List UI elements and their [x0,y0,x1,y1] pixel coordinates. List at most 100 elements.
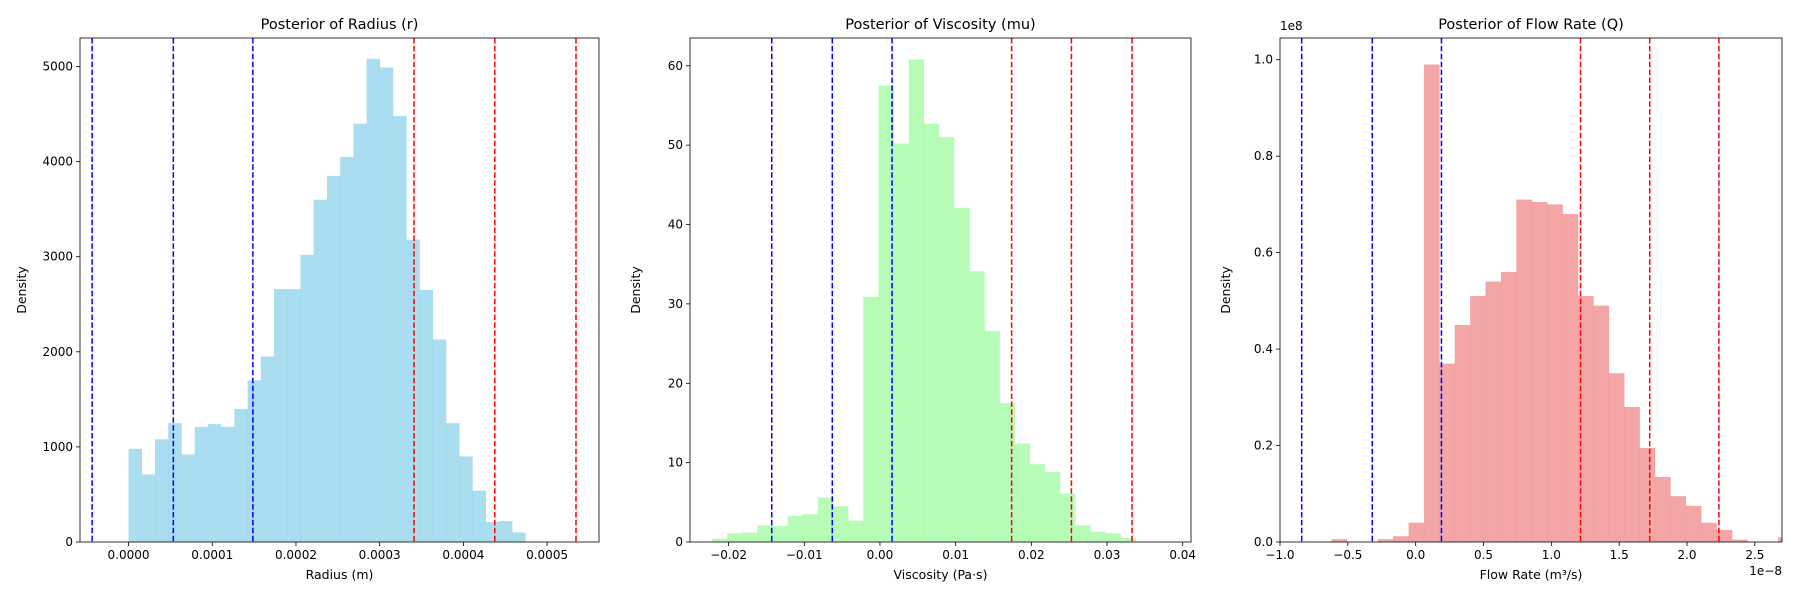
histogram-bar [742,532,758,542]
x-tick-label: 0.0 [1406,548,1425,562]
y-tick-label: 0.2 [1254,439,1273,453]
chart-panel-3: −1.0 −0.5 0.0 0.5 1.0 1.5 2.0 2.5 0.0 0.2 0.4 0.6 0.… [1218,17,1783,582]
histogram-bar [1377,539,1394,542]
y-tick-label: 0.8 [1254,149,1273,163]
x-tick-label: 1.0 [1542,548,1561,562]
histogram-bar [833,506,849,542]
histogram-bar [340,156,354,542]
x-tick-label: 0.0004 [442,548,484,562]
histogram-bar [878,85,894,542]
histogram-bar [1531,201,1548,542]
histogram-bar [1516,199,1533,542]
x-tick-label: 0.0000 [108,548,150,562]
plot-area [1300,38,1782,542]
y-offset-text: 1e8 [1280,19,1303,33]
histogram-bar [1778,537,1782,542]
histogram-bar [1331,539,1348,542]
histogram-bar [379,67,394,542]
histogram-bar [893,143,910,542]
histogram-bar [1608,373,1625,542]
histogram-bar [954,207,970,542]
chart-panel-1: 0.0000 0.0001 0.0002 0.0003 0.0004 0.0005 0 100… [14,17,600,582]
x-tick-label: 0.01 [942,548,969,562]
histogram-bar [1577,296,1594,542]
histogram-bar [406,239,420,542]
y-tick-label: 0.4 [1254,342,1273,356]
histogram-bar [234,408,248,542]
x-tick-label: 0.00 [867,548,894,562]
histogram-bar [1439,363,1456,542]
x-tick-label: −0.5 [1333,548,1362,562]
x-axis-label: Viscosity (Pa·s) [894,567,988,582]
x-tick-label: 0.0003 [359,548,401,562]
x-axis-label: Radius (m) [306,567,374,582]
histogram-bar [1624,406,1640,542]
histogram-bar [969,271,985,542]
histogram-bar [1547,204,1563,542]
x-tick-label: 2.0 [1677,548,1696,562]
histogram-bar [938,137,955,542]
histogram-bar [1090,531,1106,542]
histogram-bar [1075,525,1091,542]
histogram-bar [787,515,804,542]
histogram-bar [472,490,486,542]
y-tick-label: 0.6 [1254,246,1273,260]
histogram-bar [313,199,328,542]
histogram-bar [128,448,143,542]
plot-area [91,38,577,542]
histogram-bar [1500,271,1517,542]
y-tick-label: 50 [668,138,683,152]
histogram-bar [802,514,819,542]
x-tick-label: −0.02 [710,548,747,562]
histogram-bar [300,254,315,542]
histogram-bar [1393,536,1409,542]
histogram-bar [1685,505,1702,542]
chart-title: Posterior of Viscosity (mu) [845,17,1035,33]
histogram-bar [1454,324,1471,542]
axes-frame [79,37,600,543]
histogram-bar [817,497,834,542]
histogram-bar [366,58,381,542]
histogram-bar [168,423,182,542]
x-tick-label: 0.0001 [191,548,233,562]
chart-title: Posterior of Flow Rate (Q) [1438,17,1624,33]
histogram-bar [1670,496,1687,542]
histogram-bar [155,439,169,542]
histogram-bar [393,115,407,542]
chart-panel-2: −0.02 −0.01 0.00 0.01 0.02 0.03 0.04 0 10 20 30 40 5… [628,17,1196,582]
histogram-bar [1701,522,1717,542]
histogram-bar [432,339,447,542]
histogram-bar [512,532,526,542]
y-axis-label: Density [14,266,29,314]
y-tick-label: 4000 [42,155,73,169]
histogram-bar [1060,493,1076,542]
histogram-bar [1423,64,1440,542]
histogram-bar [1485,281,1502,542]
chart-title: Posterior of Radius (r) [261,17,419,33]
histogram-bar [1120,538,1137,542]
histogram-bar [287,289,301,542]
histogram-bar [1562,214,1579,542]
histogram-bar [326,175,341,542]
histogram-bar [260,356,275,542]
axes-frame [689,37,1192,543]
histogram-bar [1105,533,1121,542]
y-tick-label: 0 [675,535,683,549]
histogram-bar [984,330,1000,542]
x-tick-label: 1.5 [1610,548,1629,562]
x-tick-label: 0.02 [1018,548,1045,562]
y-tick-label: 1.0 [1254,53,1273,67]
histogram-bar [221,426,235,542]
histogram-bar [757,525,773,542]
histogram-bar [1716,529,1733,542]
y-axis-label: Density [1218,266,1233,314]
histogram-bar [848,520,864,542]
histogram-bar [1014,443,1031,542]
x-tick-label: 0.04 [1169,548,1196,562]
x-tick-label: 0.03 [1094,548,1121,562]
y-tick-label: 0.0 [1254,535,1273,549]
histogram-bar [772,526,788,542]
histogram-bar [445,423,460,542]
histogram-bar [498,521,513,542]
